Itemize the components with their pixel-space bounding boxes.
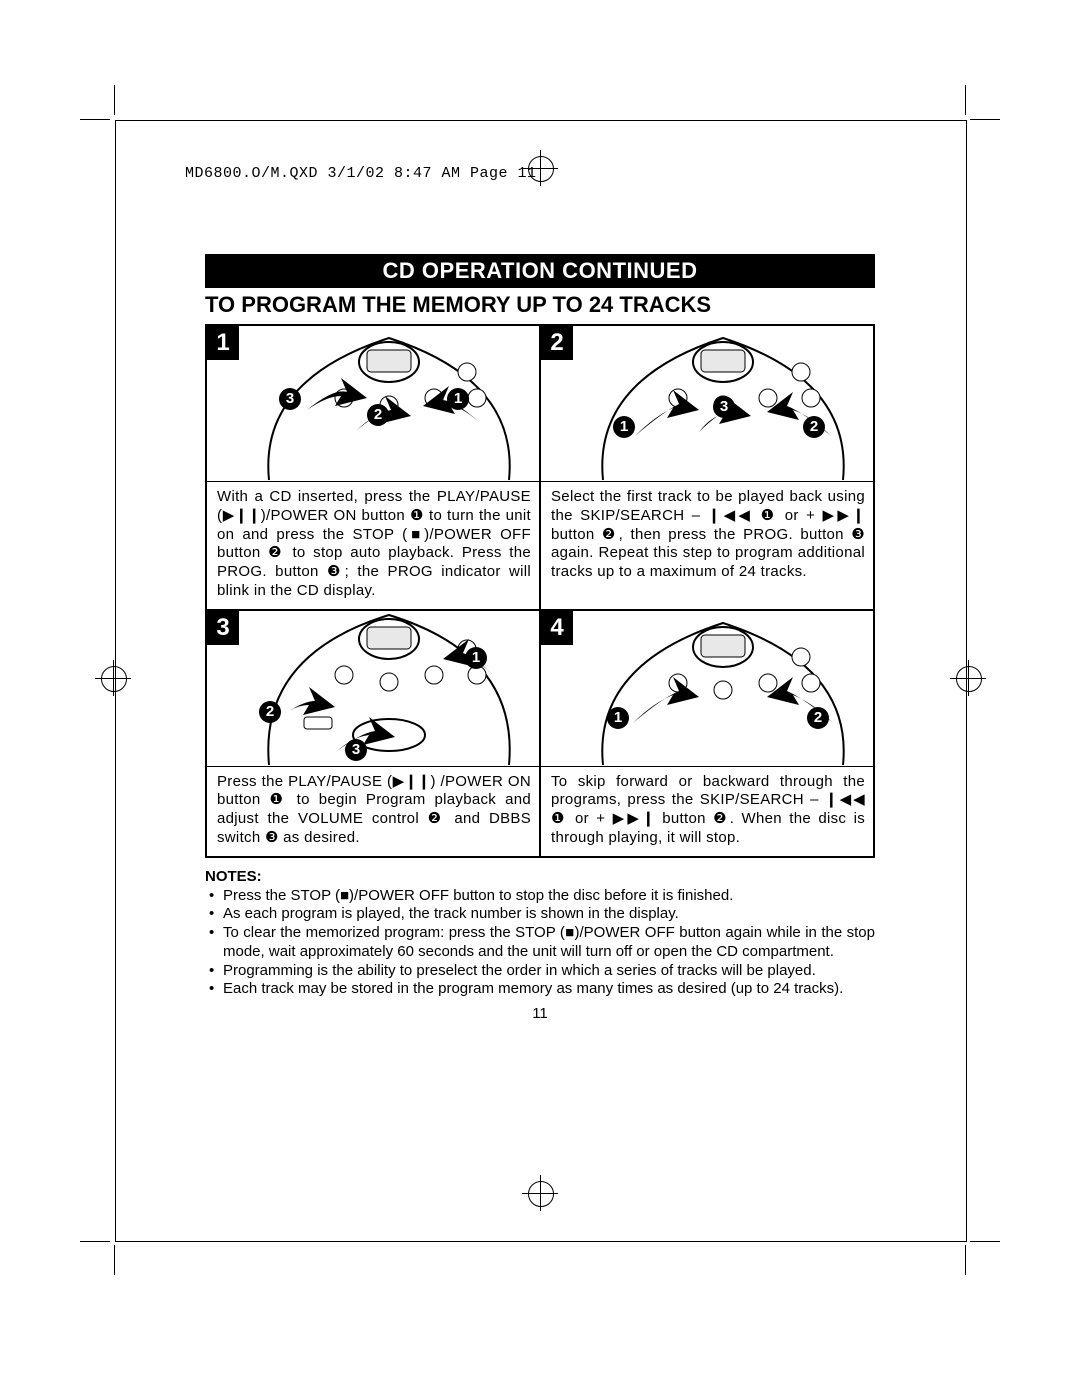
callout-number: 3 bbox=[713, 396, 735, 418]
step-text: Select the first track to be played back… bbox=[541, 482, 873, 590]
note-item: Press the STOP (■)/POWER OFF button to s… bbox=[205, 887, 875, 906]
steps-grid: 1 3 bbox=[205, 324, 875, 858]
file-header: MD6800.O/M.QXD 3/1/02 8:47 AM Page 11 bbox=[185, 165, 537, 182]
note-item: To clear the memorized program: press th… bbox=[205, 924, 875, 962]
callout-number: 1 bbox=[447, 388, 469, 410]
step-number-badge: 3 bbox=[207, 611, 239, 645]
callout-number: 3 bbox=[345, 739, 367, 761]
crop-mark bbox=[114, 85, 115, 115]
callout-number: 1 bbox=[465, 647, 487, 669]
cd-player-illustration bbox=[583, 611, 863, 767]
step-cell: 1 3 bbox=[206, 325, 540, 610]
step-diagram: 3 bbox=[207, 611, 539, 767]
registration-target-right bbox=[950, 660, 986, 696]
callout-number: 2 bbox=[259, 701, 281, 723]
step-number-badge: 2 bbox=[541, 326, 573, 360]
callout-number: 1 bbox=[613, 416, 635, 438]
callout-number: 2 bbox=[367, 404, 389, 426]
notes-heading: NOTES: bbox=[205, 868, 875, 885]
crop-mark bbox=[965, 1245, 966, 1275]
step-diagram: 2 1 3 bbox=[541, 326, 873, 482]
callout-number: 1 bbox=[607, 707, 629, 729]
step-number-badge: 4 bbox=[541, 611, 573, 645]
section-subtitle: TO PROGRAM THE MEMORY UP TO 24 TRACKS bbox=[205, 288, 875, 324]
note-item: As each program is played, the track num… bbox=[205, 905, 875, 924]
notes-list: Press the STOP (■)/POWER OFF button to s… bbox=[205, 887, 875, 1000]
page-number: 11 bbox=[205, 1005, 875, 1022]
callout-number: 3 bbox=[279, 388, 301, 410]
note-item: Each track may be stored in the program … bbox=[205, 980, 875, 999]
cd-player-illustration bbox=[249, 611, 529, 767]
crop-mark bbox=[114, 1245, 115, 1275]
registration-target-bottom bbox=[522, 1175, 558, 1211]
step-text: Press the PLAY/PAUSE (▶❙❙) /POWER ON but… bbox=[207, 767, 539, 856]
callout-number: 2 bbox=[807, 707, 829, 729]
page-content: CD OPERATION CONTINUED TO PROGRAM THE ME… bbox=[205, 254, 875, 1022]
step-text: To skip forward or backward through the … bbox=[541, 767, 873, 856]
note-item: Programming is the ability to preselect … bbox=[205, 962, 875, 981]
step-cell: 3 bbox=[206, 610, 540, 857]
crop-mark bbox=[970, 1241, 1000, 1242]
step-text: With a CD inserted, press the PLAY/PAUSE… bbox=[207, 482, 539, 609]
step-cell: 4 1 2 To sk bbox=[540, 610, 874, 857]
step-number-badge: 1 bbox=[207, 326, 239, 360]
crop-mark bbox=[970, 119, 1000, 120]
registration-target-left bbox=[95, 660, 131, 696]
crop-mark bbox=[80, 1241, 110, 1242]
section-title-bar: CD OPERATION CONTINUED bbox=[205, 254, 875, 288]
crop-mark bbox=[80, 119, 110, 120]
step-diagram: 1 3 bbox=[207, 326, 539, 482]
step-cell: 2 1 3 bbox=[540, 325, 874, 610]
crop-mark bbox=[965, 85, 966, 115]
callout-number: 2 bbox=[803, 416, 825, 438]
step-diagram: 4 1 2 bbox=[541, 611, 873, 767]
